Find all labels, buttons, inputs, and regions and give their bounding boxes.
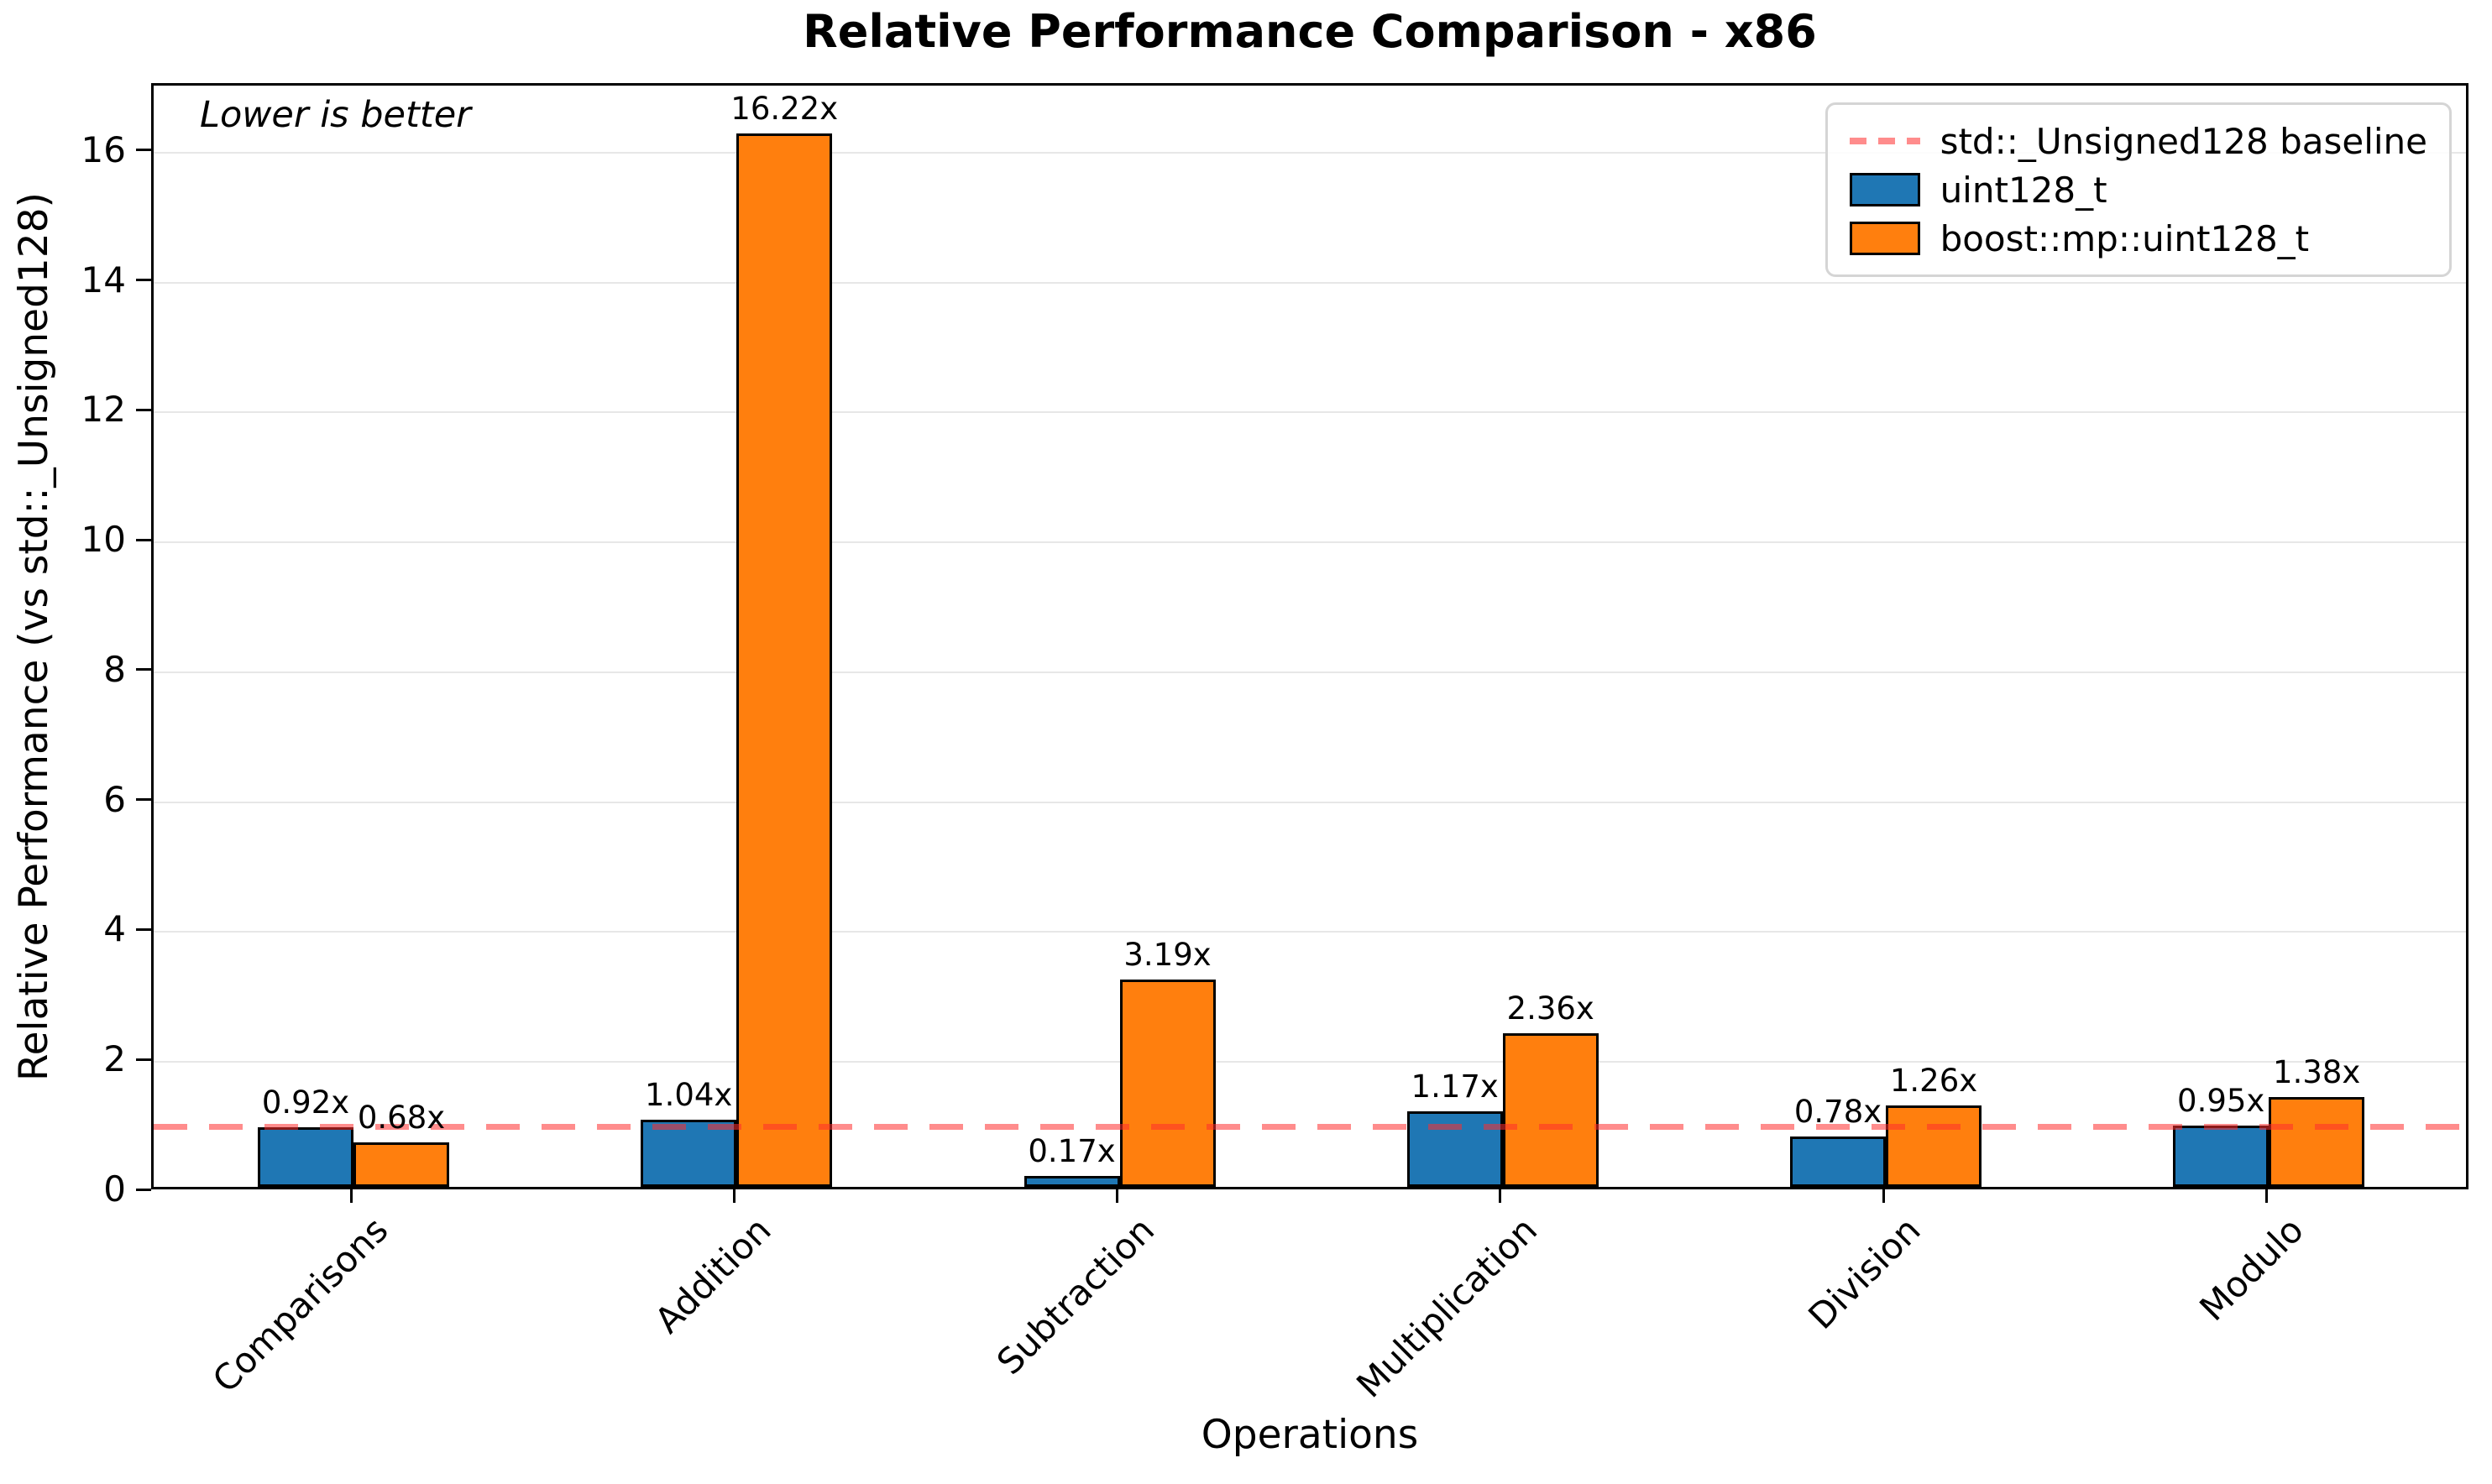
- bar-value-label: 3.19x: [1123, 937, 1212, 974]
- bar-uint128-t-multiplication: [1406, 1110, 1503, 1187]
- y-tick-mark: [136, 928, 151, 931]
- y-tick-mark: [136, 1058, 151, 1061]
- y-axis-label-box: Relative Performance (vs std::_Unsigned1…: [3, 83, 64, 1189]
- y-tick-label: 2: [103, 1038, 126, 1080]
- bar-value-label: 0.17x: [1028, 1132, 1116, 1169]
- y-tick-label: 12: [81, 389, 126, 431]
- bar-boost-mp-uint128-t-modulo: [2269, 1097, 2365, 1187]
- y-tick-mark: [136, 1188, 151, 1191]
- bar-value-label: 16.22x: [730, 90, 839, 127]
- x-tick-label-modulo: Modulo: [2191, 1209, 2311, 1330]
- y-tick-label: 4: [103, 908, 126, 950]
- bar-uint128-t-comparisons: [258, 1126, 353, 1187]
- bar-uint128-t-division: [1790, 1136, 1886, 1187]
- bar-value-label: 0.92x: [261, 1084, 350, 1121]
- bar-value-label: 1.04x: [645, 1076, 733, 1113]
- bar-value-label: 1.17x: [1411, 1068, 1499, 1105]
- x-tick-mark: [1499, 1189, 1502, 1203]
- gridline: [154, 281, 2466, 284]
- x-tick-mark: [1116, 1189, 1118, 1203]
- gridline: [154, 411, 2466, 414]
- uint128-t-swatch: [1849, 173, 1920, 206]
- chart-title: Relative Performance Comparison - x86: [803, 5, 1817, 58]
- bar-uint128-t-modulo: [2173, 1125, 2270, 1187]
- y-tick-mark: [136, 798, 151, 802]
- bar-uint128-t-addition: [641, 1119, 737, 1187]
- x-axis-label: Operations: [1201, 1412, 1419, 1458]
- y-tick-label: 6: [103, 778, 126, 820]
- y-tick-mark: [136, 279, 151, 281]
- y-tick-mark: [136, 149, 151, 152]
- x-tick-mark: [2264, 1189, 2268, 1203]
- bar-boost-mp-uint128-t-subtraction: [1119, 980, 1216, 1187]
- y-tick-mark: [136, 538, 151, 541]
- baseline-line: [154, 1124, 2466, 1131]
- y-tick-label: 14: [81, 259, 126, 300]
- gridline: [154, 931, 2466, 933]
- legend-item-uint128-t: uint128_t: [1849, 165, 2427, 214]
- bar-value-label: 1.38x: [2273, 1054, 2361, 1091]
- y-tick-label: 10: [81, 519, 126, 561]
- y-tick-label: 0: [103, 1168, 126, 1210]
- legend-label-boost-mp-uint128-t: boost::mp::uint128_t: [1940, 217, 2310, 259]
- gridline: [154, 671, 2466, 673]
- gridline: [154, 801, 2466, 803]
- bar-boost-mp-uint128-t-division: [1886, 1105, 1982, 1187]
- legend-item-baseline: std::_Unsigned128 baseline: [1849, 117, 2427, 165]
- x-tick-label-division: Division: [1799, 1209, 1929, 1337]
- x-tick-mark: [349, 1189, 353, 1203]
- gridline: [154, 151, 2466, 154]
- legend-label-uint128-t: uint128_t: [1940, 169, 2107, 211]
- bar-value-label: 0.78x: [1793, 1093, 1882, 1130]
- bar-value-label: 0.95x: [2177, 1082, 2265, 1119]
- x-tick-label-subtraction: Subtraction: [988, 1209, 1162, 1383]
- legend-item-boost-mp-uint128-t: boost::mp::uint128_t: [1849, 214, 2427, 263]
- y-tick-label: 16: [81, 128, 126, 170]
- bar-value-label: 2.36x: [1506, 990, 1594, 1027]
- annotation-lower-is-better: Lower is better: [200, 94, 471, 136]
- x-tick-label-addition: Addition: [647, 1209, 779, 1341]
- boost-mp-uint128-t-swatch: [1849, 222, 1920, 255]
- bar-boost-mp-uint128-t-addition: [736, 133, 833, 1187]
- baseline-line-swatch: [1849, 138, 1920, 144]
- x-tick-mark: [732, 1189, 736, 1203]
- bar-boost-mp-uint128-t-comparisons: [353, 1142, 449, 1187]
- y-tick-label: 8: [103, 648, 126, 690]
- y-tick-mark: [136, 408, 151, 411]
- bar-value-label: 0.68x: [357, 1100, 446, 1137]
- x-tick-label-multiplication: Multiplication: [1348, 1209, 1545, 1406]
- bar-boost-mp-uint128-t-multiplication: [1502, 1033, 1599, 1187]
- x-tick-mark: [1882, 1189, 1885, 1203]
- gridline: [154, 541, 2466, 544]
- y-tick-mark: [136, 668, 151, 671]
- bar-uint128-t-subtraction: [1024, 1175, 1120, 1187]
- x-tick-label-comparisons: Comparisons: [204, 1209, 396, 1401]
- legend-label-baseline: std::_Unsigned128 baseline: [1940, 120, 2427, 162]
- gridline: [154, 1061, 2466, 1063]
- bar-value-label: 1.26x: [1889, 1062, 1978, 1099]
